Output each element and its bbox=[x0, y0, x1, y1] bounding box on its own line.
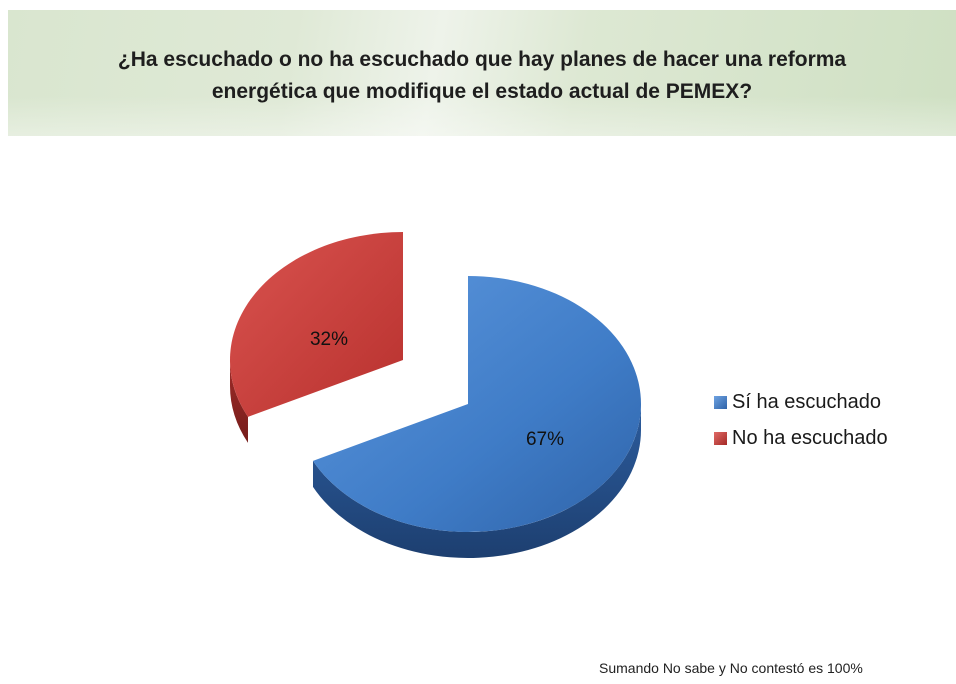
chart-title: ¿Ha escuchado o no ha escuchado que hay … bbox=[117, 48, 847, 103]
title-banner: ¿Ha escuchado o no ha escuchado que hay … bbox=[8, 10, 956, 136]
legend-label-si: Sí ha escuchado bbox=[732, 390, 881, 413]
slice-si bbox=[312, 276, 642, 558]
slice-label-no: 32% bbox=[310, 329, 348, 350]
slice-no bbox=[229, 232, 403, 443]
chart-legend: Sí ha escuchado No ha escuchado bbox=[714, 384, 888, 456]
slice-si-side bbox=[312, 404, 641, 558]
legend-label-no: No ha escuchado bbox=[732, 426, 888, 449]
legend-swatch-red bbox=[714, 431, 727, 445]
legend-item-si: Sí ha escuchado bbox=[714, 384, 888, 420]
slice-si-top bbox=[312, 276, 642, 532]
footnote: Sumando No sabe y No contestó es 100% bbox=[599, 660, 863, 676]
slice-no-top bbox=[229, 232, 403, 417]
legend-swatch-blue bbox=[714, 395, 727, 409]
slice-no-side bbox=[230, 360, 248, 443]
slice-label-si: 67% bbox=[526, 429, 564, 450]
legend-item-no: No ha escuchado bbox=[714, 420, 888, 456]
